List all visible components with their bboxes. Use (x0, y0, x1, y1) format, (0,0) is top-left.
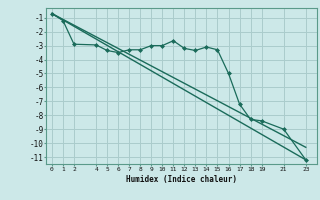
X-axis label: Humidex (Indice chaleur): Humidex (Indice chaleur) (126, 175, 237, 184)
